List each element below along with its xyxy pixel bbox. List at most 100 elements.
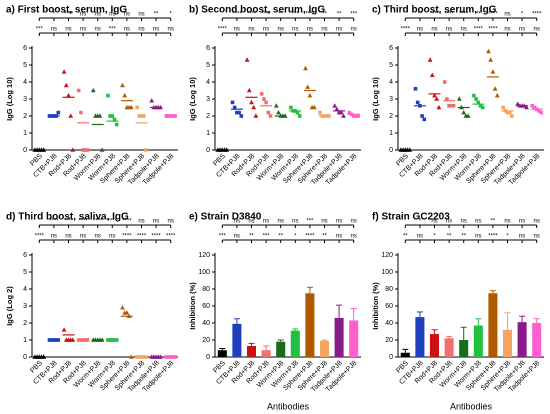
significance: *** — [350, 12, 358, 18]
dot — [490, 69, 496, 74]
significance: * — [294, 234, 297, 240]
significance: ** — [278, 234, 283, 240]
significance: ** — [461, 234, 466, 240]
dot — [332, 103, 338, 108]
dot — [268, 114, 273, 118]
significance: ** — [403, 234, 408, 240]
dot — [106, 93, 110, 98]
significance: *** — [263, 234, 271, 240]
significance: ns — [65, 234, 71, 240]
significance: ns — [321, 27, 327, 33]
y-tick-label: 3 — [23, 303, 27, 310]
y-tick-label: 0 — [23, 147, 27, 154]
dot — [112, 117, 117, 122]
panel-title: a) First boost, serum, IgG — [6, 5, 127, 16]
dot — [472, 93, 476, 98]
dot — [110, 114, 115, 118]
bar — [415, 317, 425, 357]
significance: ns — [534, 234, 540, 240]
y-tick-label: 20 — [385, 337, 393, 344]
significance: **** — [49, 219, 59, 225]
y-axis-label: IgG (Log 10) — [371, 77, 380, 121]
dot — [505, 110, 510, 115]
dot — [264, 100, 268, 105]
significance: ns — [263, 27, 269, 33]
dot — [427, 57, 433, 62]
significance: ns — [431, 27, 437, 33]
significance: ns — [278, 219, 284, 225]
dot — [273, 103, 279, 108]
dot — [354, 114, 358, 118]
significance: ns — [234, 234, 240, 240]
significance: **** — [401, 27, 411, 33]
y-tick-label: 60 — [385, 303, 393, 310]
dot — [120, 82, 125, 88]
significance: ns — [336, 234, 342, 240]
dot — [63, 82, 69, 88]
y-tick-label: 4 — [23, 79, 27, 86]
significance: ns — [109, 234, 115, 240]
significance: ns — [504, 27, 510, 33]
bar — [444, 338, 454, 357]
bar — [532, 323, 542, 357]
y-axis-label: Inhibition (%) — [371, 282, 380, 330]
dot — [108, 114, 112, 118]
y-tick-label: 0 — [389, 354, 393, 361]
dot — [515, 101, 521, 106]
significance: ns — [336, 27, 342, 33]
dot — [230, 100, 235, 105]
dot — [356, 114, 360, 118]
significance: *** — [306, 219, 314, 225]
bar — [246, 345, 257, 357]
significance: ns — [95, 234, 101, 240]
dot — [276, 110, 281, 115]
x-axis-label: Antibodies — [267, 401, 310, 411]
y-tick-label: 4 — [23, 286, 27, 293]
y-tick-label: 80 — [202, 286, 210, 293]
dot — [442, 80, 447, 84]
dot — [122, 93, 128, 98]
significance: ns — [65, 27, 71, 33]
significance: ns — [446, 219, 452, 225]
dot — [124, 310, 130, 315]
y-axis-label: Inhibition (%) — [188, 282, 197, 330]
y-tick-label: 4 — [389, 79, 393, 86]
dot — [61, 327, 67, 332]
y-axis-label: IgG (Log 2) — [5, 286, 14, 326]
dot — [235, 110, 239, 115]
significance: ns — [80, 27, 86, 33]
dot — [486, 48, 491, 54]
dot — [478, 104, 483, 108]
y-tick-label: 5 — [206, 62, 210, 69]
significance: **** — [474, 27, 484, 33]
y-tick-label: 1 — [23, 337, 27, 344]
dot — [347, 110, 352, 115]
dot — [539, 110, 543, 115]
significance: ns — [351, 27, 357, 33]
significance: **** — [151, 234, 161, 240]
dot — [128, 104, 134, 110]
significance: ns — [475, 219, 481, 225]
significance: **** — [64, 219, 74, 225]
dot — [70, 147, 76, 152]
dot — [341, 113, 346, 118]
bar — [400, 352, 410, 357]
dot — [137, 114, 142, 118]
bar — [488, 293, 498, 357]
significance: ns — [534, 219, 540, 225]
significance: ns — [351, 219, 357, 225]
dot — [149, 98, 155, 103]
y-tick-label: 2 — [206, 113, 210, 120]
dot — [253, 113, 259, 118]
bar — [349, 320, 359, 357]
significance: ns — [417, 234, 423, 240]
y-tick-label: 100 — [198, 269, 210, 276]
x-axis-label: Antibodies — [450, 401, 493, 411]
dot — [114, 122, 119, 127]
significance: * — [433, 234, 436, 240]
dot — [422, 117, 427, 122]
y-tick-label: 5 — [23, 269, 27, 276]
y-tick-label: 120 — [198, 252, 210, 259]
significance: ns — [51, 234, 57, 240]
